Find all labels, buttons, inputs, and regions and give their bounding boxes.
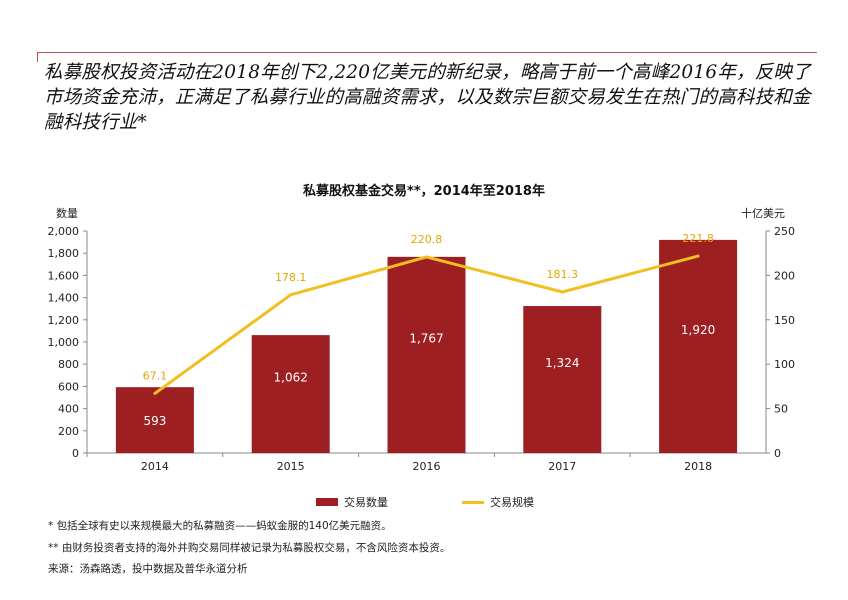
- bar-value-label: 593: [143, 414, 166, 428]
- bar-value-label: 1,324: [545, 356, 579, 370]
- footnote-2: ** 由财务投资者支持的海外并购交易同样被记录为私募股权交易，不含风险资本投资。: [48, 542, 451, 554]
- left-tick-label: 600: [58, 380, 79, 393]
- bar: [251, 335, 330, 453]
- line-value-label: 178.1: [275, 271, 307, 284]
- left-axis-label: 数量: [56, 207, 78, 220]
- x-tick-label: 2016: [413, 460, 441, 473]
- left-tick-label: 1,600: [48, 269, 80, 282]
- bar-value-label: 1,920: [681, 323, 715, 337]
- legend-swatch-line: [462, 500, 484, 504]
- left-tick-label: 1,800: [48, 247, 80, 260]
- bar: [659, 239, 738, 453]
- headline: 私募股权投资活动在2018年创下2,220亿美元的新纪录，略高于前一个高峰201…: [44, 62, 811, 133]
- x-tick-label: 2015: [277, 460, 305, 473]
- right-axis-label: 十亿美元: [741, 207, 785, 220]
- bar-value-label: 1,767: [409, 331, 443, 345]
- legend-label-bars: 交易数量: [344, 496, 388, 509]
- left-tick-label: 1,400: [48, 292, 80, 305]
- left-tick-label: 1,000: [48, 336, 80, 349]
- left-tick-label: 200: [58, 425, 79, 438]
- line-value-label: 220.8: [411, 233, 443, 246]
- source-note: 来源：汤森路透，投中数据及普华永道分析: [48, 563, 248, 575]
- legend: 交易数量 交易规模: [0, 494, 848, 510]
- left-tick-label: 2,000: [48, 225, 80, 238]
- line-value-label: 67.1: [143, 369, 168, 382]
- line-point: [425, 255, 428, 259]
- x-tick-label: 2017: [548, 460, 576, 473]
- accent-tick: [37, 52, 38, 62]
- bar: [523, 306, 602, 453]
- right-tick-label: 100: [774, 358, 795, 371]
- line-value-label: 221.8: [682, 232, 714, 245]
- legend-item-bars: 交易数量: [316, 494, 388, 510]
- line-point: [153, 391, 157, 395]
- chart-title: 私募股权基金交易**，2014年至2018年: [303, 184, 545, 199]
- bar-value-label: 1,062: [274, 370, 308, 384]
- left-tick-label: 800: [58, 358, 79, 371]
- legend-label-line: 交易规模: [490, 496, 534, 509]
- line-point: [289, 293, 293, 297]
- line-point: [696, 254, 700, 258]
- left-tick-label: 400: [58, 403, 79, 416]
- line-point: [560, 290, 564, 294]
- right-tick-label: 250: [774, 225, 795, 238]
- right-tick-label: 0: [774, 447, 781, 460]
- legend-swatch-bars: [316, 498, 338, 506]
- right-tick-label: 50: [774, 403, 788, 416]
- legend-item-line: 交易规模: [462, 494, 534, 510]
- bar: [115, 387, 194, 453]
- right-tick-label: 200: [774, 269, 795, 282]
- x-tick-label: 2014: [141, 460, 169, 473]
- accent-rule: [37, 52, 817, 53]
- left-tick-label: 0: [72, 447, 79, 460]
- bar: [387, 256, 466, 453]
- line-value-label: 181.3: [547, 268, 579, 281]
- right-tick-label: 150: [774, 314, 795, 327]
- left-tick-label: 1,200: [48, 314, 80, 327]
- footnote-1: * 包括全球有史以来规模最大的私募融资——蚂蚁金服的140亿美元融资。: [48, 520, 392, 532]
- x-tick-label: 2018: [684, 460, 712, 473]
